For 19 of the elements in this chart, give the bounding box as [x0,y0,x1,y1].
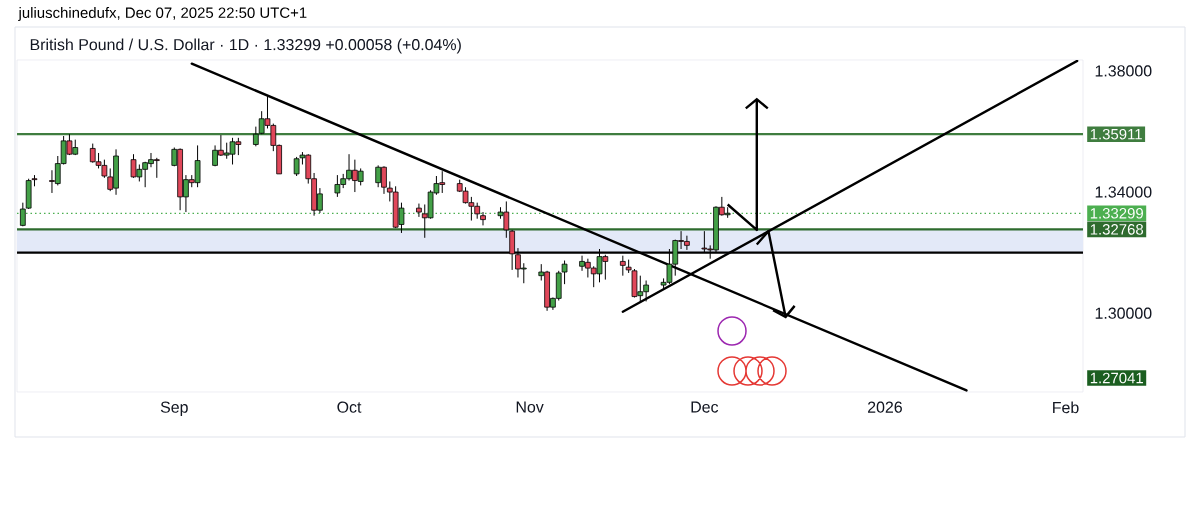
ref-line-label: 1.35911 [1090,128,1142,140]
candlestick [252,126,259,147]
candlestick [480,211,486,226]
ref-line-label: 1.33299 [1090,208,1143,219]
x-tick-label: Nov [516,401,544,413]
y-tick-label: 1.38000 [1095,65,1152,77]
x-tick-label: 2026 [868,401,902,413]
ref-line-label: 1.32768 [1090,224,1144,235]
candlestick [416,203,422,218]
chart-subtitle: British Pound / U.S. Dollar · 1D · 1.33299 +0.00058 (+0.04%) [30,38,461,54]
x-tick-label: Sep [160,401,188,416]
x-tick-label: Dec [691,401,719,413]
text: 1.27041 [1090,372,1143,384]
chart-title: juliuschinedufx, Dec 07, 2025 22:50 UTC+1 [18,7,307,21]
x-tick-label: Feb [1053,401,1079,414]
y-tick-label: 1.34000 [1095,186,1152,198]
candlestick [619,255,626,277]
x-tick-label: Oct [337,401,362,413]
y-tick-label: 1.30000 [1095,307,1152,319]
